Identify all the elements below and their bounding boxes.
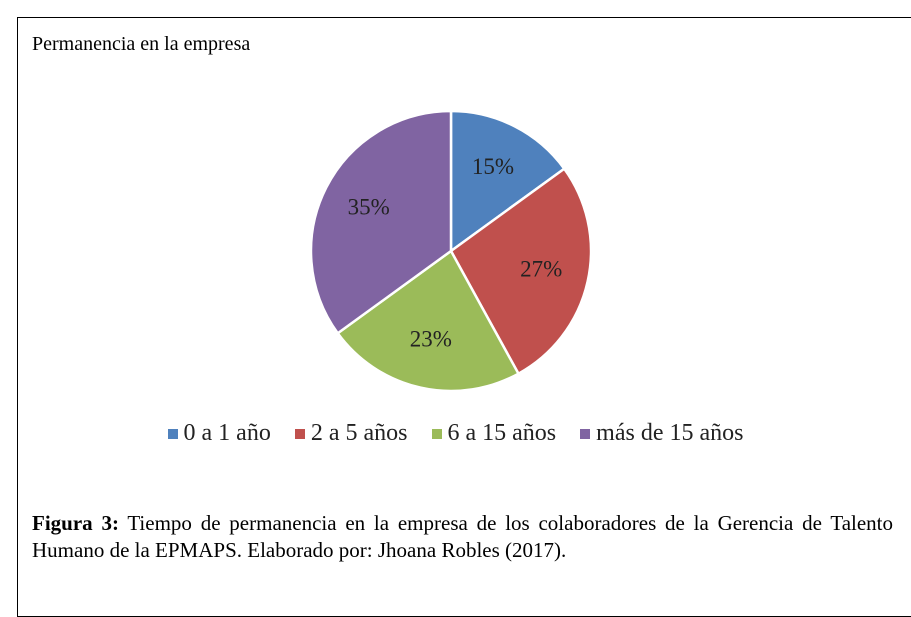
pie-slice <box>449 166 593 376</box>
pie-slice <box>335 249 521 393</box>
pie-slice <box>449 109 567 254</box>
legend-item: 2 a 5 años <box>294 420 408 447</box>
pie-slice <box>309 109 453 336</box>
caption-label: Figura 3: <box>32 511 119 535</box>
legend-label: más de 15 años <box>596 420 744 446</box>
legend-swatch <box>580 428 591 439</box>
legend-item: más de 15 años <box>580 420 743 447</box>
legend-item: 0 a 1 año <box>167 420 271 447</box>
data-label: 35% <box>348 194 390 219</box>
legend: 0 a 1 año 2 a 5 años 6 a 15 años más de 15 … <box>0 420 911 447</box>
chart-title: Permanencia en la empresa <box>32 33 251 55</box>
caption-text: Tiempo de permanencia en la empresa de l… <box>32 511 894 562</box>
data-label: 15% <box>472 154 514 179</box>
legend-swatch <box>167 428 178 439</box>
legend-label: 2 a 5 años <box>310 420 408 446</box>
caption: Figura 3: Tiempo de permanencia en la em… <box>32 510 893 564</box>
legend-label: 0 a 1 año <box>183 420 271 446</box>
legend-swatch <box>431 428 442 439</box>
legend-swatch <box>294 428 305 439</box>
legend-item: 6 a 15 años <box>431 420 557 447</box>
data-label: 23% <box>410 326 452 351</box>
legend-label: 6 a 15 años <box>447 420 557 446</box>
data-label: 27% <box>520 256 562 281</box>
